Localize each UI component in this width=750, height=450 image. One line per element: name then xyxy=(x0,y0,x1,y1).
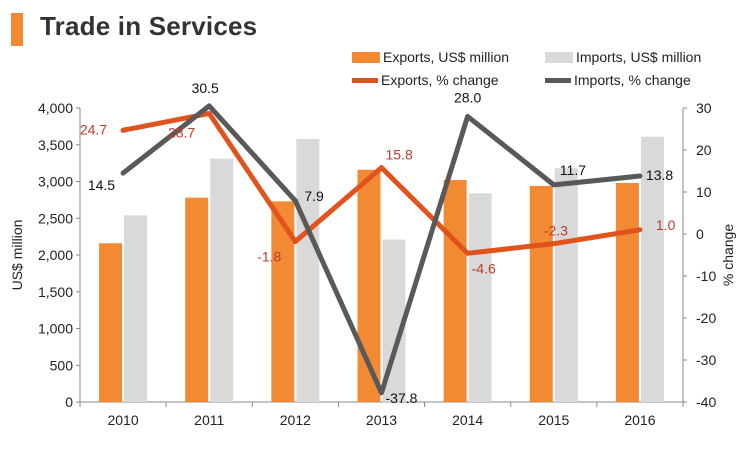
imports-change-data-label: -37.8 xyxy=(386,390,418,406)
exports-bar xyxy=(443,180,467,402)
x-tick-label: 2012 xyxy=(280,412,311,428)
legend-label: Exports, % change xyxy=(381,72,499,88)
imports-change-line xyxy=(120,103,643,396)
x-tick-label: 2015 xyxy=(538,412,569,428)
imports-change-data-label: 7.9 xyxy=(304,188,324,204)
y-axis-title: US$ million xyxy=(9,220,25,291)
legend-label: Imports, US$ million xyxy=(576,49,702,65)
exports-change-data-label: -1.8 xyxy=(257,249,281,265)
exports-bar xyxy=(185,197,209,402)
exports-change-data-label: 15.8 xyxy=(386,147,413,163)
y2-tick-label: -40 xyxy=(696,394,716,410)
legend-exports-bar: Exports, US$ million xyxy=(352,49,509,65)
y2-tick-label: 20 xyxy=(696,142,712,158)
exports-change-data-label: 1.0 xyxy=(656,217,676,233)
legend-swatch-imports-line xyxy=(545,77,571,83)
y-tick-label: 3,500 xyxy=(38,137,73,153)
imports-change-data-label: 14.5 xyxy=(88,177,115,193)
legend-label: Exports, US$ million xyxy=(383,49,510,65)
legend-swatch-exports-bar xyxy=(352,51,380,63)
exports-change-data-label: -4.6 xyxy=(472,260,496,276)
y-tick-label: 3,000 xyxy=(38,174,73,190)
x-tick-label: 2016 xyxy=(624,412,655,428)
y-tick-label: 500 xyxy=(50,357,74,373)
x-tick-label: 2011 xyxy=(194,412,224,428)
chart-title: Trade in Services xyxy=(40,11,258,41)
exports-change-data-label: -2.3 xyxy=(544,223,568,239)
y2-tick-label: 30 xyxy=(696,100,712,116)
y-tick-label: 4,000 xyxy=(38,100,73,116)
imports-bar xyxy=(296,138,320,402)
exports-bar xyxy=(529,185,553,402)
legend-label: Imports, % change xyxy=(574,72,691,88)
imports-change-data-label: 28.0 xyxy=(454,89,481,105)
legend-imports-bar: Imports, US$ million xyxy=(545,49,701,65)
y2-tick-label: -20 xyxy=(696,310,716,326)
y2-axis-title: % change xyxy=(720,224,736,286)
exports-change-line xyxy=(120,110,643,256)
imports-change-data-label: 11.7 xyxy=(560,162,586,178)
x-tick-label: 2014 xyxy=(452,412,483,428)
y-tick-label: 2,500 xyxy=(38,210,73,226)
y2-tick-label: -10 xyxy=(696,268,716,284)
y2-tick-label: 0 xyxy=(696,226,704,242)
y2-tick-label: 10 xyxy=(696,184,712,200)
imports-change-data-label: 13.8 xyxy=(646,167,673,183)
imports-bar xyxy=(554,168,578,402)
legend-imports-line: Imports, % change xyxy=(545,72,691,88)
y-tick-label: 2,000 xyxy=(38,247,73,263)
imports-bar xyxy=(210,158,234,402)
legend-swatch-imports-bar xyxy=(545,51,573,63)
exports-bar xyxy=(99,243,123,402)
y-tick-label: 0 xyxy=(65,394,73,410)
x-tick-label: 2010 xyxy=(107,412,138,428)
legend-swatch-exports-line xyxy=(352,77,378,83)
exports-bar xyxy=(615,182,639,402)
y-tick-label: 1,500 xyxy=(38,284,73,300)
exports-bar xyxy=(271,201,295,402)
imports-bar xyxy=(382,239,406,402)
exports-change-data-label: 28.7 xyxy=(168,124,195,140)
imports-bar xyxy=(124,215,148,402)
y2-tick-label: -30 xyxy=(696,352,716,368)
y-tick-label: 1,000 xyxy=(38,321,73,337)
imports-bar xyxy=(640,136,664,403)
x-tick-label: 2013 xyxy=(366,412,397,428)
imports-change-data-label: 30.5 xyxy=(192,80,219,96)
imports-bar xyxy=(468,193,492,402)
exports-change-data-label: 24.7 xyxy=(80,121,107,137)
title-accent-bar xyxy=(11,13,23,46)
exports-bar xyxy=(357,169,381,402)
legend-exports-line: Exports, % change xyxy=(352,72,499,88)
